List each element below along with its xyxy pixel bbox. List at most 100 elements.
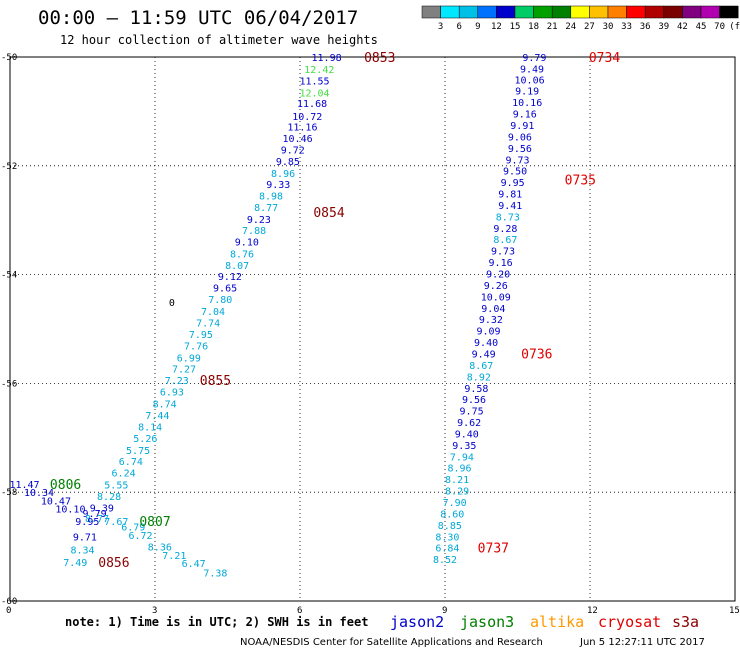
pass-time-label: 0806: [50, 478, 81, 493]
y-tick-label: -56: [1, 379, 17, 389]
data-point-label: 9.65: [213, 284, 237, 295]
data-point-label: 9.06: [508, 132, 532, 143]
data-point-label: 7.95: [189, 330, 213, 341]
data-point-label: 7.94: [450, 452, 474, 463]
colorbar-label: 24: [565, 22, 576, 32]
colorbar-swatch: [477, 5, 497, 19]
data-point-label: 8.77: [254, 203, 278, 214]
colorbar-swatch: [514, 5, 534, 19]
data-point-label: 9.41: [498, 201, 522, 212]
data-point-label: 9.56: [508, 144, 532, 155]
data-point-label: 8.96: [447, 464, 471, 475]
data-point-label: 9.28: [493, 224, 517, 235]
legend-item: cryosat: [598, 613, 661, 631]
data-point-label: 9.04: [481, 304, 505, 315]
data-point-label: 6.99: [177, 353, 201, 364]
colorbar-label: 39: [658, 22, 669, 32]
y-tick-label: -58: [1, 488, 17, 498]
data-point-label: 7.23: [165, 376, 189, 387]
x-tick-label: 0: [6, 606, 11, 616]
data-point-label: 9.09: [476, 327, 500, 338]
data-point-label: 9.91: [510, 121, 534, 132]
data-point-label: 9.71: [73, 532, 97, 543]
data-point-label: 5.55: [104, 481, 128, 492]
data-point-label: 5.75: [126, 446, 150, 457]
colorbar-unit: (ft): [729, 22, 740, 32]
data-point-label: 9.56: [462, 395, 486, 406]
pass-time-label: 0856: [98, 556, 129, 571]
data-point-label: 8.60: [440, 509, 464, 520]
data-point-label: 8.52: [433, 555, 457, 566]
data-point-label: 8.76: [230, 249, 254, 260]
colorbar-label: 21: [547, 22, 558, 32]
data-point-label: 9.49: [520, 64, 544, 75]
colorbar-label: 9: [475, 22, 480, 32]
data-point-label: 9.40: [474, 338, 498, 349]
x-tick-label: 12: [587, 606, 598, 616]
chart-title: 00:00 – 11:59 UTC 06/04/2017: [38, 7, 358, 29]
data-point-label: 9.16: [489, 258, 513, 269]
data-point-label: 9.95: [501, 178, 525, 189]
data-point-label: 8.36: [148, 543, 172, 554]
colorbar-swatch: [496, 5, 516, 19]
data-point-label: 9.23: [247, 215, 271, 226]
data-point-label: 9.79: [522, 53, 546, 64]
data-point-label: 7.49: [63, 558, 87, 569]
data-point-label: 7.74: [196, 318, 220, 329]
data-point-label: 9.33: [266, 180, 290, 191]
units-note: note: 1) Time is in UTC; 2) SWH is in fe…: [65, 615, 368, 629]
data-point-label: 7.76: [184, 341, 208, 352]
data-point-label: 9.49: [472, 349, 496, 360]
pass-time-label: 0736: [521, 347, 552, 362]
legend-item: altika: [530, 613, 584, 631]
colorbar-label: 18: [528, 22, 539, 32]
colorbar-label: 45: [696, 22, 707, 32]
data-point-label: 7.44: [145, 411, 169, 422]
colorbar-swatch: [607, 5, 627, 19]
data-point-label: 8.14: [138, 422, 162, 433]
data-point-label: 8.28: [97, 492, 121, 503]
plot-area: 0 3 6 9 12 15 -50 -52 -54 -56 -58 -60 11.9812.4211.5…: [1, 51, 740, 616]
data-point-label: 11.16: [287, 123, 317, 134]
data-point-label: 10.34: [24, 488, 54, 499]
data-point-label: 7.04: [201, 307, 225, 318]
y-tick-label: -60: [1, 597, 17, 607]
data-point-label: 8.34: [70, 545, 94, 556]
x-tick-label: 3: [152, 606, 157, 616]
colorbar-label: 3: [438, 22, 443, 32]
data-point-label: 9.12: [218, 272, 242, 283]
timestamp: Jun 5 12:27:11 UTC 2017: [579, 637, 705, 648]
data-point-label: 9.79: [83, 509, 107, 520]
pass-time-label: 0734: [589, 51, 620, 66]
data-point-label: 8.98: [259, 192, 283, 203]
legend-item: s3a: [672, 613, 699, 631]
pass-time-label: 0735: [565, 173, 596, 188]
data-point-label: 10.06: [515, 75, 545, 86]
data-point-label: 8.07: [225, 261, 249, 272]
data-point-label: 9.32: [479, 315, 503, 326]
data-point-label: 9.20: [486, 270, 510, 281]
data-point-label: 8.74: [153, 400, 177, 411]
data-point-label: 9.58: [464, 384, 488, 395]
colorbar-swatch: [533, 5, 553, 19]
data-point-label: 6.79: [121, 522, 145, 533]
data-point-label: 6.74: [119, 457, 143, 468]
data-point-label: 9.73: [491, 247, 515, 258]
colorbar-swatch: [458, 5, 479, 19]
data-point-label: 8.77: [85, 514, 109, 525]
legend-item: jason2: [390, 613, 444, 631]
data-point-label: 9.73: [505, 155, 529, 166]
data-point-label: 9.95: [75, 517, 99, 528]
chart-subtitle: 12 hour collection of altimeter wave hei…: [60, 33, 378, 47]
colorbar-label: 42: [677, 22, 688, 32]
data-point-label: 9.26: [484, 281, 508, 292]
x-tick-label: 6: [297, 606, 302, 616]
data-point-label: 9.40: [455, 429, 479, 440]
pass-time-label: 0854: [313, 206, 344, 221]
data-point-label: 10.72: [292, 112, 322, 123]
colorbar-label: 30: [603, 22, 614, 32]
credit-line: NOAA/NESDIS Center for Satellite Applica…: [240, 637, 543, 648]
colorbar-swatch: [551, 5, 572, 19]
pass-time-label: 0853: [364, 51, 395, 66]
